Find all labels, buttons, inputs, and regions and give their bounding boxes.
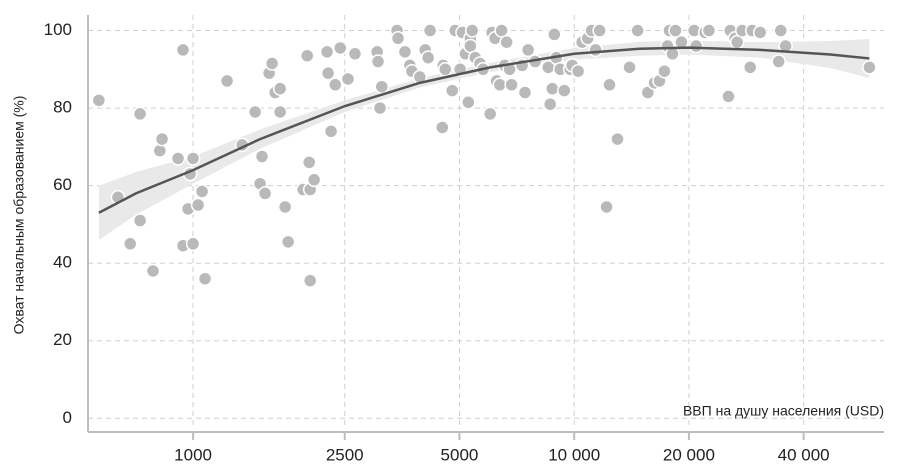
- data-point: [257, 186, 273, 201]
- data-point: [247, 104, 263, 120]
- data-point: [390, 31, 406, 46]
- data-point: [482, 106, 498, 122]
- x-tick-label: 20 000: [663, 445, 715, 464]
- data-point: [504, 77, 519, 93]
- data-point: [520, 42, 536, 58]
- data-point: [464, 23, 480, 38]
- x-tick-label: 2500: [326, 445, 364, 464]
- data-point: [190, 197, 206, 213]
- data-point: [302, 273, 318, 288]
- data-point: [622, 60, 637, 75]
- data-point: [280, 234, 296, 250]
- data-point: [752, 25, 768, 40]
- data-point: [444, 83, 460, 98]
- y-axis-title: Охват начальным образованием (%): [11, 96, 27, 335]
- data-point: [438, 62, 453, 77]
- data-point: [557, 83, 572, 98]
- data-point: [592, 23, 607, 38]
- data-point: [328, 77, 343, 93]
- data-point: [499, 34, 514, 50]
- x-tick-label: 10 000: [548, 445, 600, 464]
- data-point: [319, 44, 335, 60]
- data-point: [517, 85, 533, 100]
- data-point: [668, 23, 683, 38]
- data-point: [154, 131, 170, 147]
- data-point: [332, 40, 348, 56]
- data-point: [370, 54, 386, 69]
- data-point: [742, 60, 758, 75]
- data-point: [862, 60, 877, 75]
- trend-line: [98, 46, 870, 214]
- data-point: [145, 263, 161, 279]
- data-point: [630, 23, 645, 38]
- data-point: [721, 89, 736, 104]
- data-point: [372, 100, 388, 116]
- data-point: [122, 236, 138, 252]
- data-point: [299, 48, 315, 63]
- data-point: [197, 271, 213, 286]
- data-point: [397, 44, 413, 60]
- data-point: [170, 151, 186, 166]
- y-tick-label: 20: [53, 330, 72, 349]
- data-point: [599, 199, 614, 215]
- data-point: [194, 184, 210, 199]
- confidence-band: [98, 39, 870, 240]
- data-point: [347, 46, 363, 62]
- y-tick-label: 0: [63, 408, 72, 427]
- data-point: [264, 56, 280, 71]
- x-axis-title: ВВП на душу населения (USD): [683, 403, 884, 419]
- data-point: [461, 95, 476, 110]
- data-point: [272, 81, 288, 96]
- data-point: [422, 23, 438, 38]
- data-point: [91, 93, 107, 108]
- data-point: [175, 42, 191, 58]
- y-tick-label: 100: [44, 20, 72, 39]
- data-point: [588, 42, 603, 58]
- data-point: [602, 77, 617, 93]
- y-tick-label: 40: [53, 253, 72, 272]
- data-point: [320, 65, 336, 81]
- data-point: [688, 38, 704, 54]
- data-point: [545, 81, 560, 96]
- data-point: [435, 120, 450, 135]
- data-point: [340, 71, 356, 87]
- data-point: [657, 63, 672, 79]
- data-point: [254, 149, 270, 164]
- data-point: [773, 23, 788, 38]
- data-point: [277, 199, 293, 215]
- data-point: [771, 54, 786, 69]
- data-point: [272, 104, 288, 120]
- data-point: [132, 213, 148, 228]
- data-point: [610, 131, 625, 147]
- x-tick-label: 5000: [441, 445, 479, 464]
- x-tick-label: 40 000: [778, 445, 830, 464]
- data-point: [301, 155, 317, 170]
- data-point: [185, 151, 201, 166]
- x-tick-label: 1000: [174, 445, 212, 464]
- data-point: [542, 96, 558, 112]
- y-tick-label: 60: [53, 175, 72, 194]
- data-point: [152, 143, 168, 158]
- data-point: [701, 23, 717, 38]
- data-point: [219, 73, 235, 89]
- data-point: [185, 236, 201, 252]
- data-point: [547, 27, 562, 42]
- data-point: [570, 63, 586, 79]
- data-point: [420, 50, 436, 65]
- data-point: [640, 85, 656, 100]
- data-point: [306, 172, 322, 188]
- data-point: [374, 79, 390, 94]
- data-point: [132, 106, 148, 122]
- data-point: [323, 124, 339, 139]
- y-tick-label: 80: [53, 98, 72, 117]
